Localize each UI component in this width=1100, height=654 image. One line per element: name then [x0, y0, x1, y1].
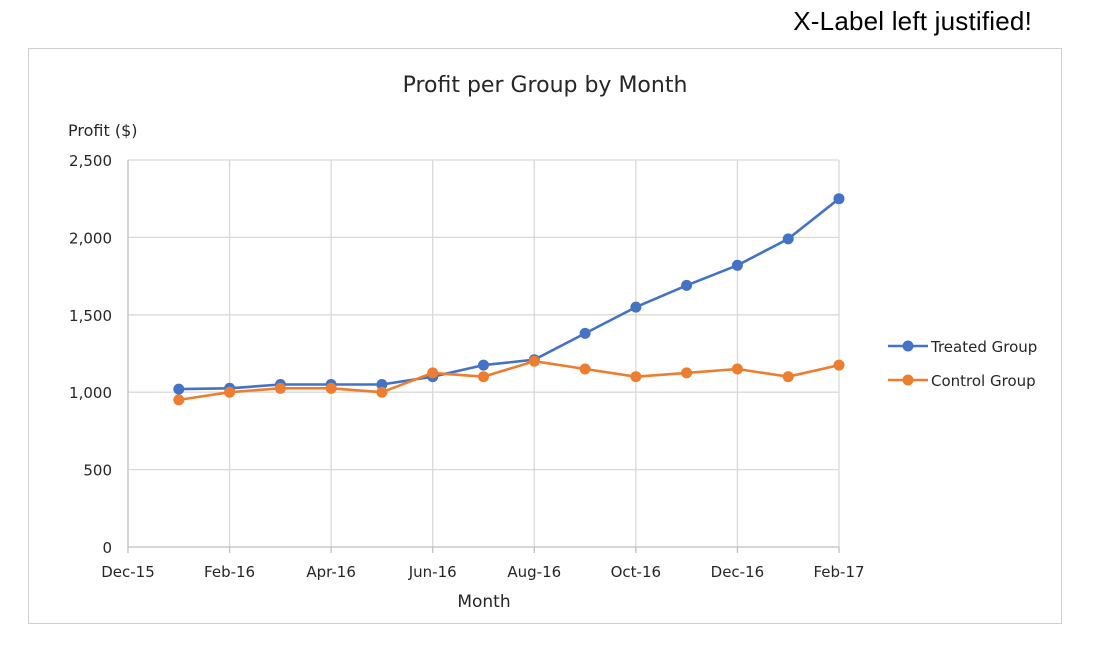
x-label-justification-note: X-Label left justified! — [793, 6, 1032, 36]
legend: Treated Group Control Group — [888, 338, 1037, 390]
chart-area — [28, 48, 1062, 624]
x-tick-label: Jun-16 — [408, 563, 457, 581]
control-group-point — [173, 394, 185, 406]
legend-swatch-marker — [902, 374, 914, 386]
legend-item-control-group: Control Group — [888, 372, 1036, 390]
treated-group-line — [178, 197, 840, 391]
legend-swatch-marker — [902, 340, 914, 352]
x-tick-label: Oct-16 — [611, 563, 661, 581]
x-tick-label: Dec-15 — [101, 563, 155, 581]
control-group-point — [528, 355, 540, 367]
control-group-point — [833, 359, 845, 371]
y-tick-label: 2,500 — [69, 152, 112, 170]
control-group-line — [178, 359, 840, 402]
treated-group-point — [579, 327, 591, 339]
control-group-point — [224, 386, 236, 398]
x-tick-label: Feb-16 — [204, 563, 255, 581]
treated-group-series — [173, 193, 845, 395]
axes — [127, 160, 840, 553]
control-group-point — [376, 386, 388, 398]
gridlines — [128, 159, 840, 547]
x-tick-label: Feb-17 — [813, 563, 864, 581]
y-tick-label: 0 — [102, 539, 112, 557]
control-group-point — [681, 367, 693, 379]
treated-group-point — [731, 259, 743, 271]
legend-item-treated-group: Treated Group — [888, 338, 1037, 356]
treated-group-point — [173, 383, 185, 395]
series-lines — [173, 193, 845, 406]
treated-group-point — [478, 359, 489, 371]
tick-labels: 0 500 1,000 1,500 2,000 2,500 Dec-15 Feb-16 Apr-… — [69, 152, 864, 581]
control-group-point — [579, 363, 591, 375]
y-axis-label: Profit ($) — [68, 121, 137, 140]
treated-group-point — [681, 279, 693, 291]
y-tick-label: 500 — [83, 462, 112, 480]
legend-label: Control Group — [931, 372, 1036, 390]
treated-group-point — [630, 301, 642, 313]
control-group-point — [427, 367, 439, 379]
x-tick-label: Apr-16 — [306, 563, 356, 581]
legend-label: Treated Group — [930, 338, 1037, 356]
control-group-point — [325, 382, 337, 394]
y-tick-label: 1,000 — [69, 384, 112, 402]
control-group-point — [731, 363, 743, 375]
y-tick-label: 2,000 — [69, 229, 112, 247]
treated-group-point — [376, 379, 388, 390]
control-group-point — [630, 371, 642, 383]
treated-group-point — [782, 233, 794, 245]
control-group-point — [478, 371, 489, 383]
control-group-point — [274, 382, 286, 394]
chart-title: Profit per Group by Month — [403, 73, 688, 98]
x-axis-label: Month — [457, 592, 510, 612]
x-tick-label: Aug-16 — [507, 563, 561, 581]
control-group-point — [782, 371, 794, 383]
treated-group-point — [833, 193, 845, 205]
control-group-series — [173, 355, 845, 406]
x-tick-label: Dec-16 — [711, 563, 765, 581]
y-tick-label: 1,500 — [69, 307, 112, 325]
